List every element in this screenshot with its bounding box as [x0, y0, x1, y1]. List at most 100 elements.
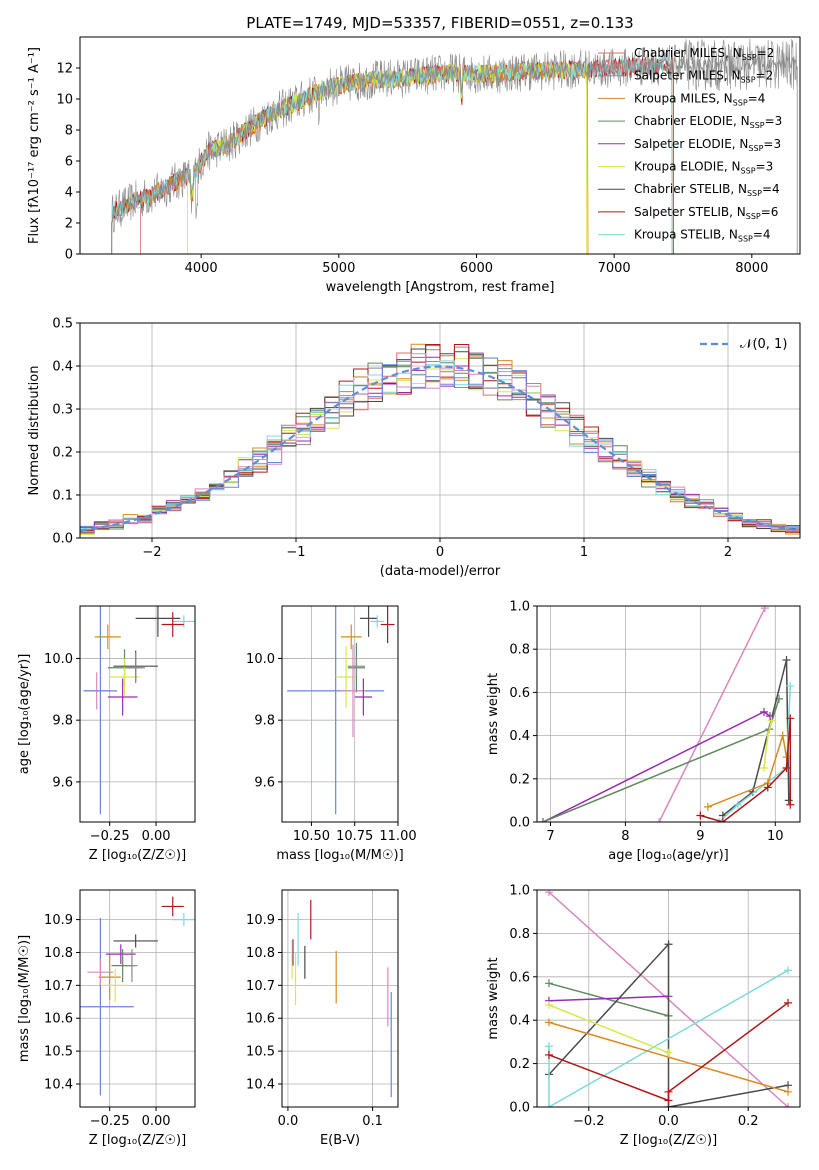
series-line — [658, 607, 766, 822]
plot-massweight_vs_age: 7 8 9 10 0.0 0.2 0.4 0.6 0.8 1.0 age [log₁₀(age/yr… — [486, 600, 801, 863]
x-tick-label: 10.50 — [293, 829, 330, 844]
axes-frame: −0.25 0.00 10.4 10.5 10.6 10.7 10.8 10.9 Z [log₁… — [17, 889, 196, 1148]
series-marker — [763, 731, 772, 740]
plots-layer: 4000 5000 6000 7000 8000024681012wavelength … — [17, 36, 801, 1148]
legend-entry-label: Salpeter MILES, N — [634, 69, 741, 83]
y-tick-label: 4 — [65, 186, 73, 201]
x-tick-label: 8 — [621, 829, 629, 844]
legend-entry-label: Kroupa STELIB, N — [634, 228, 738, 242]
x-tick-label: −1 — [286, 545, 305, 560]
legend-entry: Kroupa MILES, NSSP=4 — [634, 91, 765, 107]
series-line — [548, 982, 669, 1017]
legend-entry-label: Kroupa ELODIE, N — [634, 160, 741, 174]
plot-area — [282, 890, 398, 1107]
legend-entry: Salpeter ELODIE, NSSP=3 — [634, 137, 781, 153]
y-tick-label: 10.8 — [246, 946, 275, 961]
y-axis-label: Normed distribution — [27, 366, 42, 496]
histogram-step — [80, 360, 800, 531]
x-tick-label: 4000 — [185, 261, 218, 276]
error-point — [161, 896, 184, 917]
series-marker — [544, 1018, 553, 1027]
y-tick-label: 0.8 — [509, 927, 530, 942]
y-tick-label: 9.6 — [52, 775, 73, 790]
y-tick-label: 0.5 — [52, 317, 73, 332]
y-tick-label: 0.4 — [509, 1014, 530, 1029]
axes-frame: 4000 5000 6000 7000 8000 0 2 4 6 8 10 12 wavelength … — [27, 36, 801, 295]
y-tick-label: 9.8 — [52, 714, 73, 729]
plot-mass_vs_Z: −0.25 0.00 10.4 10.5 10.6 10.7 10.8 10.9 Z [log₁… — [17, 889, 196, 1148]
y-tick-label: 0.4 — [52, 360, 73, 375]
x-axis-label: wavelength [Angstrom, rest frame] — [326, 280, 555, 295]
series-marker — [763, 783, 772, 792]
y-tick-label: 10.0 — [246, 652, 275, 667]
legend-entry-suffix: =4 — [762, 182, 780, 196]
axes-frame: −0.2 0.0 0.2 0.0 0.2 0.4 0.6 0.8 1.0 Z [log₁₀(Z/Z… — [486, 884, 801, 1148]
axes-box — [536, 605, 801, 823]
plot-area — [111, 38, 798, 254]
x-tick-label: 0.0 — [658, 1114, 679, 1129]
x-tick-label: 1 — [580, 545, 588, 560]
x-tick-label: 9 — [696, 829, 704, 844]
x-tick-label: −0.2 — [573, 1114, 605, 1129]
error-point — [105, 944, 136, 964]
plot-area — [282, 606, 398, 822]
legend-entry-sub: SSP — [742, 53, 757, 62]
legend-entry-sub: SSP — [746, 212, 761, 221]
series-marker — [544, 890, 553, 897]
series-marker — [767, 716, 776, 725]
legend-entry-sub: SSP — [741, 167, 756, 176]
x-axis-label: age [log₁₀(age/yr)] — [608, 848, 729, 863]
x-tick-label: 7 — [546, 829, 554, 844]
error-point — [340, 644, 366, 738]
legend-entry: Kroupa STELIB, NSSP=4 — [634, 228, 771, 244]
y-tick-label: 2 — [65, 217, 73, 232]
legend-entry-label: Chabrier MILES, N — [634, 46, 742, 60]
y-tick-label: 0.8 — [509, 643, 530, 658]
x-tick-label: 5000 — [322, 261, 355, 276]
x-tick-label: −0.25 — [90, 829, 130, 844]
plot-residuals: −2 −1 0 1 2 0.0 0.1 0.2 0.3 0.4 0.5 (data-model)/er… — [27, 317, 801, 579]
legend-entry-label: Kroupa MILES, N — [634, 91, 733, 105]
series-marker — [760, 764, 769, 772]
y-tick-label: 6 — [65, 155, 73, 170]
x-tick-label: 0.00 — [142, 1114, 171, 1129]
x-tick-label: −2 — [142, 545, 161, 560]
error-point — [354, 678, 373, 716]
plot-area — [537, 606, 800, 822]
legend-entry-label: Salpeter ELODIE, N — [634, 137, 748, 151]
legend-entry: Chabrier ELODIE, NSSP=3 — [634, 114, 782, 130]
y-tick-label: 0.2 — [509, 772, 530, 787]
series-marker — [782, 656, 791, 664]
legend-entry-suffix: =4 — [748, 91, 766, 105]
series-marker — [733, 800, 742, 809]
y-tick-label: 0.1 — [52, 489, 73, 504]
y-tick-label: 0.6 — [509, 686, 530, 701]
plot-area — [80, 606, 195, 822]
error-point — [161, 612, 184, 637]
x-tick-label: 6000 — [460, 261, 493, 276]
y-tick-label: 10 — [56, 93, 73, 108]
series-marker — [786, 681, 795, 690]
error-point — [370, 615, 385, 628]
series-marker — [784, 966, 793, 975]
legend-entry-sub: SSP — [747, 189, 762, 198]
gaussian-curve — [80, 365, 800, 532]
legend-entry-suffix: =3 — [765, 114, 783, 128]
error-point — [287, 606, 385, 815]
error-point — [135, 606, 181, 637]
legend-entry: Chabrier STELIB, NSSP=4 — [634, 182, 780, 198]
error-point — [340, 624, 362, 650]
error-point — [83, 606, 118, 815]
axes-frame: 0.0 0.1 10.4 10.5 10.6 10.7 10.8 10.9 E(B-V) — [246, 889, 399, 1148]
series-marker — [782, 764, 791, 772]
y-tick-label: 10.6 — [246, 1012, 275, 1027]
series-marker — [544, 1103, 553, 1107]
error-point — [126, 652, 145, 684]
series-marker — [655, 818, 664, 822]
legend-entry-label: Salpeter STELIB, N — [634, 205, 746, 219]
axes-box — [79, 889, 196, 1108]
y-axis-label: Flux [fλ10⁻¹⁷ erg cm⁻² s⁻¹ A⁻¹] — [27, 47, 42, 244]
series-marker — [718, 818, 727, 822]
x-tick-label: 10.75 — [336, 829, 373, 844]
error-point — [172, 913, 195, 927]
